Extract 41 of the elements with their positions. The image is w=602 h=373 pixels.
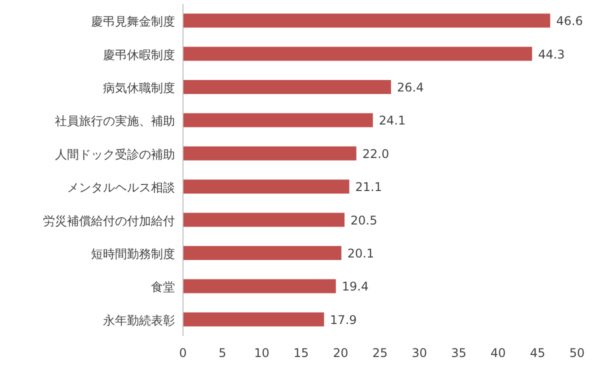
x-tick-label: 30: [412, 346, 428, 360]
bar: [183, 279, 336, 294]
data-label: 20.1: [347, 246, 374, 260]
y-tick-label: 慶弔見舞金制度: [91, 14, 175, 29]
bar: [183, 80, 392, 94]
x-tick-label: 25: [372, 346, 388, 360]
x-tick-label: 5: [218, 346, 226, 360]
bar: [183, 212, 345, 227]
bar: [183, 146, 356, 160]
bar: [183, 14, 550, 28]
bar: [183, 246, 342, 260]
data-label: 44.3: [538, 47, 565, 62]
data-label: 26.4: [397, 80, 424, 94]
data-label: 19.4: [342, 280, 369, 294]
bar: [183, 46, 532, 61]
x-tick-label: 15: [294, 346, 309, 360]
data-label: 46.6: [556, 14, 583, 28]
data-label: 20.5: [350, 213, 378, 228]
data-label: 24.1: [378, 114, 406, 128]
y-tick-label: 人間ドック受診の補助: [55, 147, 175, 162]
x-tick-label: 45: [530, 346, 546, 360]
bar: [183, 180, 350, 194]
y-tick-label: 社員旅行の実施、補助: [55, 114, 175, 128]
bar: [183, 312, 324, 326]
x-tick-label: 0: [179, 346, 187, 360]
data-label: 21.1: [355, 180, 382, 194]
y-tick-label: 慶弔休暇制度: [103, 48, 175, 62]
y-tick-label: 病気休職制度: [103, 81, 175, 95]
y-tick-label: 食堂: [151, 280, 175, 294]
x-tick-label: 50: [569, 346, 585, 360]
y-tick-label: 永年勤続表彰: [103, 313, 175, 328]
x-tick-label: 35: [451, 346, 466, 360]
data-label: 17.9: [330, 312, 357, 327]
x-tick-label: 10: [254, 346, 270, 360]
y-tick-label: 短時間勤務制度: [91, 247, 175, 261]
x-tick-label: 20: [332, 346, 348, 360]
y-tick-label: 労災補償給付の付加給付: [43, 214, 175, 228]
bar: [183, 113, 373, 128]
y-tick-label: メンタルヘルス相談: [67, 180, 175, 195]
x-tick-label: 40: [490, 346, 506, 360]
data-label: 22.0: [362, 146, 390, 161]
